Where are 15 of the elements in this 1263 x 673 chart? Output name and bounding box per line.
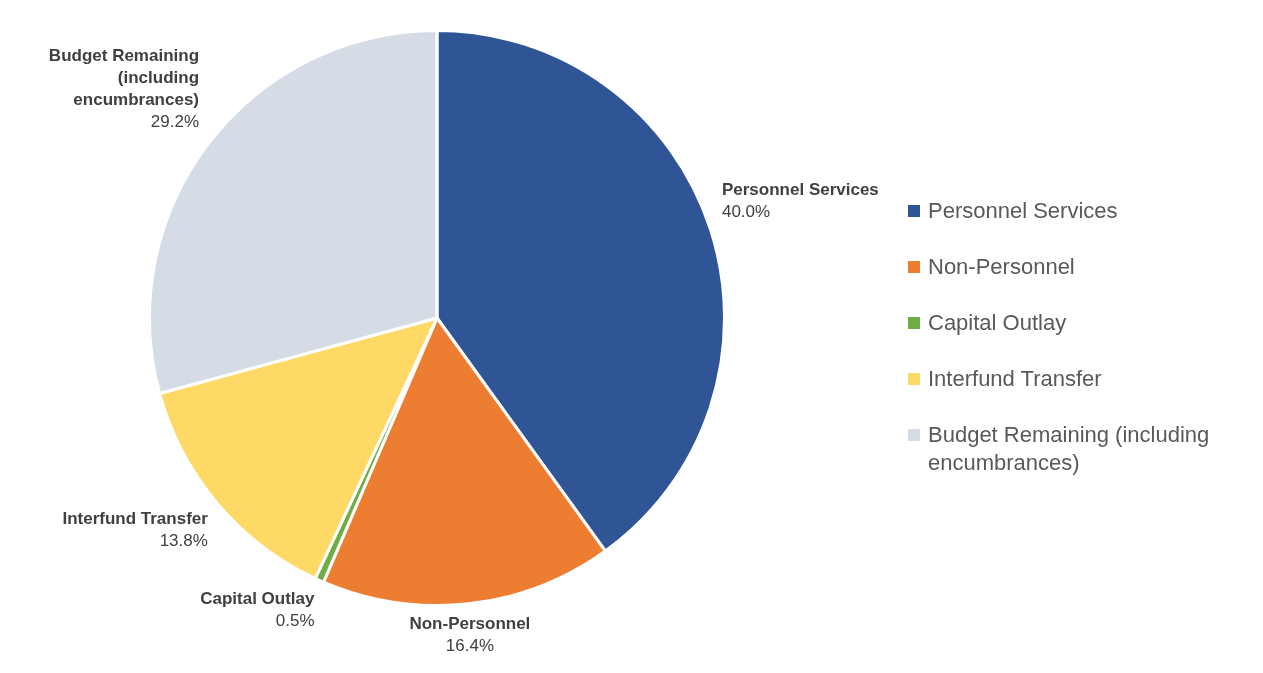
data-label: 29.2%	[150, 112, 200, 132]
legend-label: Budget Remaining (including encumbrances)	[928, 420, 1211, 477]
slice-label: Personnel Services	[721, 180, 879, 199]
legend-label: Interfund Transfer	[928, 364, 1102, 393]
legend-label: Personnel Services	[928, 196, 1118, 225]
slice-label: Capital Outlay	[200, 589, 316, 609]
slice-label: Budget Remaining (including encumbrances)	[48, 46, 200, 110]
data-label: 13.8%	[159, 531, 208, 551]
slice-label: Non-Personnel	[409, 613, 531, 633]
legend-label: Non-Personnel	[928, 252, 1075, 281]
data-label: 40.0%	[721, 202, 771, 221]
slice-label: Interfund Transfer	[62, 509, 209, 529]
legend-label: Capital Outlay	[928, 308, 1067, 337]
data-label: 16.4%	[445, 635, 494, 655]
data-label: 0.5%	[275, 611, 315, 631]
